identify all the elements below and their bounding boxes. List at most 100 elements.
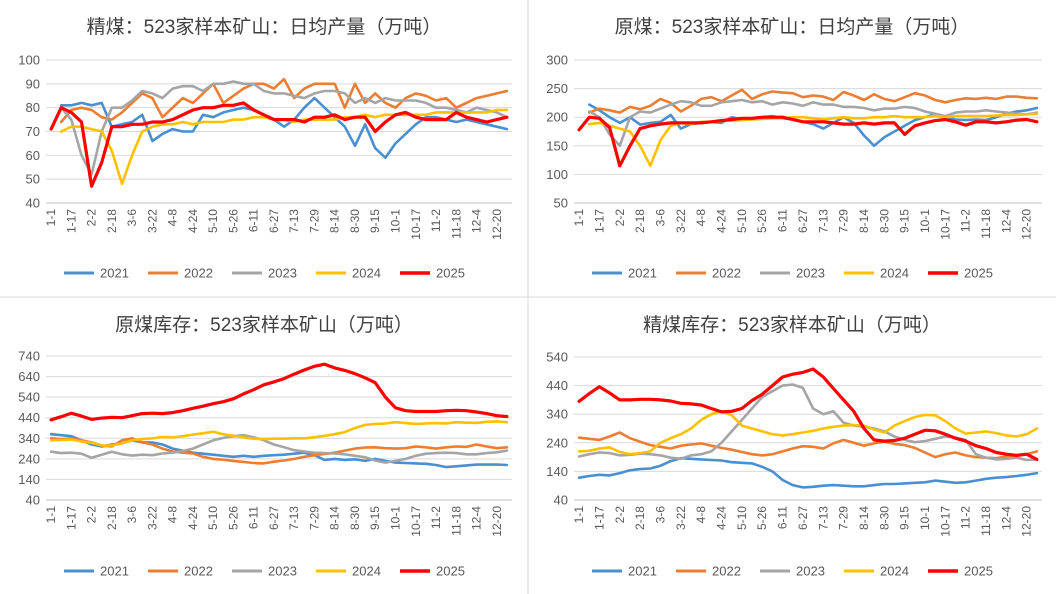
x-tick-label: 5-10	[735, 506, 749, 530]
legend-item-2025: 2025	[400, 564, 465, 579]
legend-item-2024: 2024	[844, 266, 909, 281]
x-tick-label: 5-26	[755, 506, 769, 530]
y-tick-label: 440	[546, 378, 568, 393]
y-tick-label: 140	[546, 464, 568, 479]
x-tick-label: 12-4	[470, 506, 484, 530]
legend-label: 2023	[796, 266, 825, 281]
series-line-2025	[577, 115, 1039, 168]
legend-item-2021: 2021	[592, 266, 657, 281]
x-tick-label: 9-15	[898, 209, 912, 233]
x-tick-label: 7-29	[837, 209, 851, 233]
legend-item-2023: 2023	[232, 564, 297, 579]
x-tick-label: 2-2	[85, 209, 99, 227]
chart-title: 原煤库存：523家样本矿山（万吨）	[115, 314, 413, 336]
legend-label: 2021	[628, 564, 657, 579]
y-tick-label: 100	[18, 53, 40, 68]
x-tick-label: 8-30	[348, 209, 362, 233]
y-tick-label: 440	[18, 410, 40, 425]
x-tick-label: 8-30	[877, 209, 891, 233]
y-tick-label: 540	[546, 350, 568, 365]
x-tick-label: 3-6	[653, 209, 667, 227]
x-tick-label: 3-6	[125, 506, 139, 524]
legend-label: 2023	[796, 564, 825, 579]
x-tick-label: 11-18	[449, 209, 463, 239]
x-tick-label: 5-10	[206, 506, 220, 530]
x-tick-label: 9-15	[898, 506, 912, 530]
y-tick-label: 40	[26, 493, 40, 508]
series-line-2023	[577, 383, 1039, 462]
y-tick-label: 80	[26, 100, 40, 115]
series-line-2024	[49, 420, 509, 447]
legend-label: 2021	[628, 266, 657, 281]
x-tick-label: 4-24	[715, 506, 729, 530]
x-tick-label: 2-18	[633, 209, 647, 233]
x-tick-label: 11-2	[959, 506, 973, 529]
chart-2: 原煤：523家样本矿山：日均产量（万吨） 50 100 150 200 250 300 1-1…	[546, 16, 1042, 281]
x-tick-label: 6-27	[796, 209, 810, 233]
x-tick-label: 11-2	[429, 209, 443, 232]
y-tick-label: 740	[18, 349, 40, 364]
series-line-2025	[49, 101, 509, 188]
legend-item-2023: 2023	[760, 266, 825, 281]
series-line-2022	[59, 77, 509, 124]
series-line-2022	[587, 88, 1039, 114]
series-line-2021	[587, 103, 1039, 148]
legend-label: 2025	[436, 564, 465, 579]
x-tick-label: 7-13	[287, 209, 301, 233]
x-tick-label: 4-8	[694, 506, 708, 524]
legend-item-2023: 2023	[760, 564, 825, 579]
x-tick-label: 12-4	[999, 506, 1013, 530]
x-tick-label: 1-1	[572, 506, 586, 524]
x-tick-label: 2-2	[613, 209, 627, 227]
x-tick-label: 2-18	[633, 506, 647, 530]
y-tick-label: 70	[26, 124, 40, 139]
legend-label: 2024	[880, 266, 909, 281]
legend-label: 2022	[712, 564, 741, 579]
x-tick-label: 1-1	[44, 506, 58, 524]
legend-item-2022: 2022	[148, 266, 213, 281]
x-tick-label: 4-8	[166, 506, 180, 524]
x-tick-label: 7-29	[837, 506, 851, 530]
legend-item-2021: 2021	[64, 266, 129, 281]
chart-4: 精煤库存：523家样本矿山（万吨） 40 140 240 340 440 540 1-1 1-1…	[546, 314, 1042, 579]
y-tick-label: 540	[18, 390, 40, 405]
y-tick-label: 40	[554, 493, 568, 508]
x-tick-label: 6-27	[267, 209, 281, 233]
x-tick-label: 10-17	[938, 506, 952, 537]
x-tick-label: 9-15	[368, 506, 382, 530]
y-tick-label: 150	[546, 138, 568, 153]
chart-title: 原煤：523家样本矿山：日均产量（万吨）	[615, 16, 970, 38]
legend-label: 2023	[268, 266, 297, 281]
x-tick-label: 3-22	[145, 506, 159, 530]
legend-label: 2022	[184, 266, 213, 281]
legend-label: 2025	[964, 564, 993, 579]
series-line-2023	[587, 98, 1039, 148]
series-line-2021	[59, 96, 509, 159]
y-tick-label: 200	[546, 110, 568, 125]
x-tick-label: 6-27	[796, 506, 810, 530]
series-line-2023	[49, 433, 509, 464]
x-tick-label: 2-18	[105, 209, 119, 233]
legend-item-2025: 2025	[928, 564, 993, 579]
x-tick-label: 10-1	[389, 506, 403, 530]
x-tick-label: 1-1	[44, 209, 58, 227]
legend-item-2024: 2024	[316, 564, 381, 579]
x-tick-label: 5-26	[226, 506, 240, 530]
legend-item-2024: 2024	[844, 564, 909, 579]
legend-item-2022: 2022	[148, 564, 213, 579]
y-tick-label: 240	[546, 435, 568, 450]
series-line-2025	[577, 367, 1039, 461]
x-tick-label: 10-17	[409, 209, 423, 240]
x-tick-label: 8-30	[877, 506, 891, 530]
legend-item-2024: 2024	[316, 266, 381, 281]
x-tick-label: 12-4	[470, 209, 484, 233]
y-tick-label: 100	[546, 167, 568, 182]
chart-3: 原煤库存：523家样本矿山（万吨） 40 140 240 340 440 540 640 740…	[18, 314, 512, 579]
y-tick-label: 340	[546, 407, 568, 422]
x-tick-label: 4-24	[186, 209, 200, 233]
chart-title: 精煤：523家样本矿山：日均产量（万吨）	[87, 16, 442, 38]
x-tick-label: 12-20	[490, 506, 504, 537]
chart-title: 精煤库存：523家样本矿山（万吨）	[643, 314, 941, 336]
y-tick-label: 340	[18, 431, 40, 446]
y-tick-label: 250	[546, 81, 568, 96]
